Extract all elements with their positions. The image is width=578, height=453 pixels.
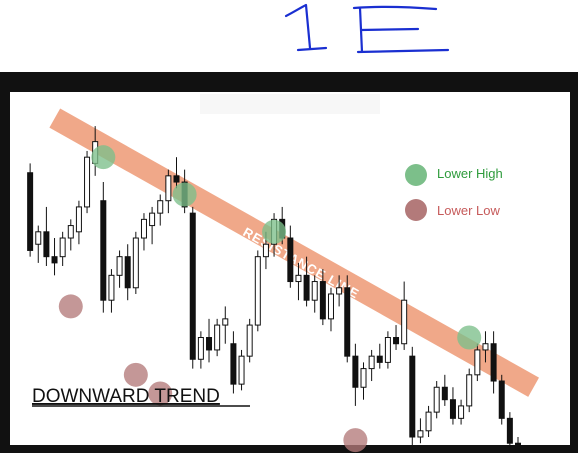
candle-body bbox=[319, 281, 326, 320]
candle-body bbox=[222, 318, 229, 326]
candle-body bbox=[474, 349, 481, 376]
candle-body bbox=[352, 355, 359, 388]
candle-body bbox=[124, 256, 131, 289]
candle-body bbox=[238, 355, 245, 385]
resistance-line bbox=[49, 108, 539, 397]
candle-body bbox=[230, 343, 237, 385]
candle-body bbox=[490, 343, 497, 382]
handwritten-annotation: 1E bbox=[284, 3, 450, 54]
candle-body bbox=[206, 337, 213, 351]
lower-low-marker bbox=[148, 381, 173, 406]
lower-high-markers bbox=[91, 145, 482, 350]
legend-lower-high-swatch bbox=[405, 164, 427, 186]
candle-body bbox=[311, 281, 318, 301]
candle-body bbox=[393, 337, 400, 345]
candle-body bbox=[108, 274, 115, 301]
lower-high-marker bbox=[457, 325, 482, 350]
candle-body bbox=[149, 212, 156, 227]
candle-body bbox=[409, 355, 416, 438]
candle-body bbox=[173, 175, 180, 183]
candle-body bbox=[132, 237, 139, 289]
legend-lower-high-label: Lower High bbox=[437, 166, 503, 181]
lower-high-marker bbox=[172, 182, 197, 207]
candle-body bbox=[214, 324, 221, 351]
candle-body bbox=[35, 231, 42, 245]
candle-body bbox=[425, 411, 432, 432]
lower-low-markers bbox=[58, 294, 368, 453]
candle-body bbox=[51, 256, 58, 264]
lower-low-marker bbox=[123, 362, 148, 387]
candle-body bbox=[368, 355, 375, 370]
legend: Lower High Lower Low bbox=[405, 164, 503, 221]
candle-body bbox=[189, 212, 196, 360]
candle-body bbox=[303, 274, 310, 301]
candle-body bbox=[336, 287, 343, 295]
candle-body bbox=[506, 417, 513, 444]
candle-body bbox=[449, 399, 456, 419]
candle-body bbox=[165, 175, 172, 202]
candle-body bbox=[295, 274, 302, 283]
candle-body bbox=[287, 237, 294, 283]
legend-lower-low-label: Lower Low bbox=[437, 203, 500, 218]
candle-body bbox=[116, 256, 123, 276]
legend-lower-low-swatch bbox=[405, 199, 427, 221]
candle-body bbox=[441, 386, 448, 401]
candle-body bbox=[433, 386, 440, 413]
candle-body bbox=[246, 324, 253, 357]
candle-body bbox=[67, 225, 74, 239]
candle-body bbox=[515, 442, 521, 450]
candle-body bbox=[197, 337, 204, 360]
candles bbox=[27, 126, 521, 453]
candle-body bbox=[140, 218, 147, 239]
candle-body bbox=[482, 343, 489, 351]
candle-body bbox=[59, 237, 66, 258]
candle-body bbox=[344, 287, 351, 357]
lower-high-marker bbox=[91, 145, 116, 170]
plot-top-fade bbox=[200, 94, 380, 114]
candle-body bbox=[376, 355, 383, 363]
candle-body bbox=[84, 156, 91, 208]
candle-body bbox=[417, 430, 424, 438]
candle-body bbox=[360, 368, 367, 388]
candle-body bbox=[401, 299, 408, 345]
lower-low-marker bbox=[58, 294, 83, 319]
candle-body bbox=[458, 405, 465, 419]
candle-body bbox=[100, 200, 107, 301]
candle-body bbox=[75, 206, 82, 233]
candle-body bbox=[327, 293, 334, 320]
candle-body bbox=[262, 243, 269, 258]
chart-title: DOWNWARD TREND bbox=[32, 386, 220, 407]
candle-body bbox=[27, 172, 34, 251]
candle-body bbox=[466, 374, 473, 407]
candle-body bbox=[384, 337, 391, 363]
lower-high-marker bbox=[262, 219, 287, 244]
candle-body bbox=[254, 256, 261, 326]
candle-body bbox=[43, 231, 50, 258]
candle-body bbox=[157, 200, 164, 214]
lower-low-marker bbox=[343, 428, 368, 453]
candle-body bbox=[498, 380, 505, 419]
